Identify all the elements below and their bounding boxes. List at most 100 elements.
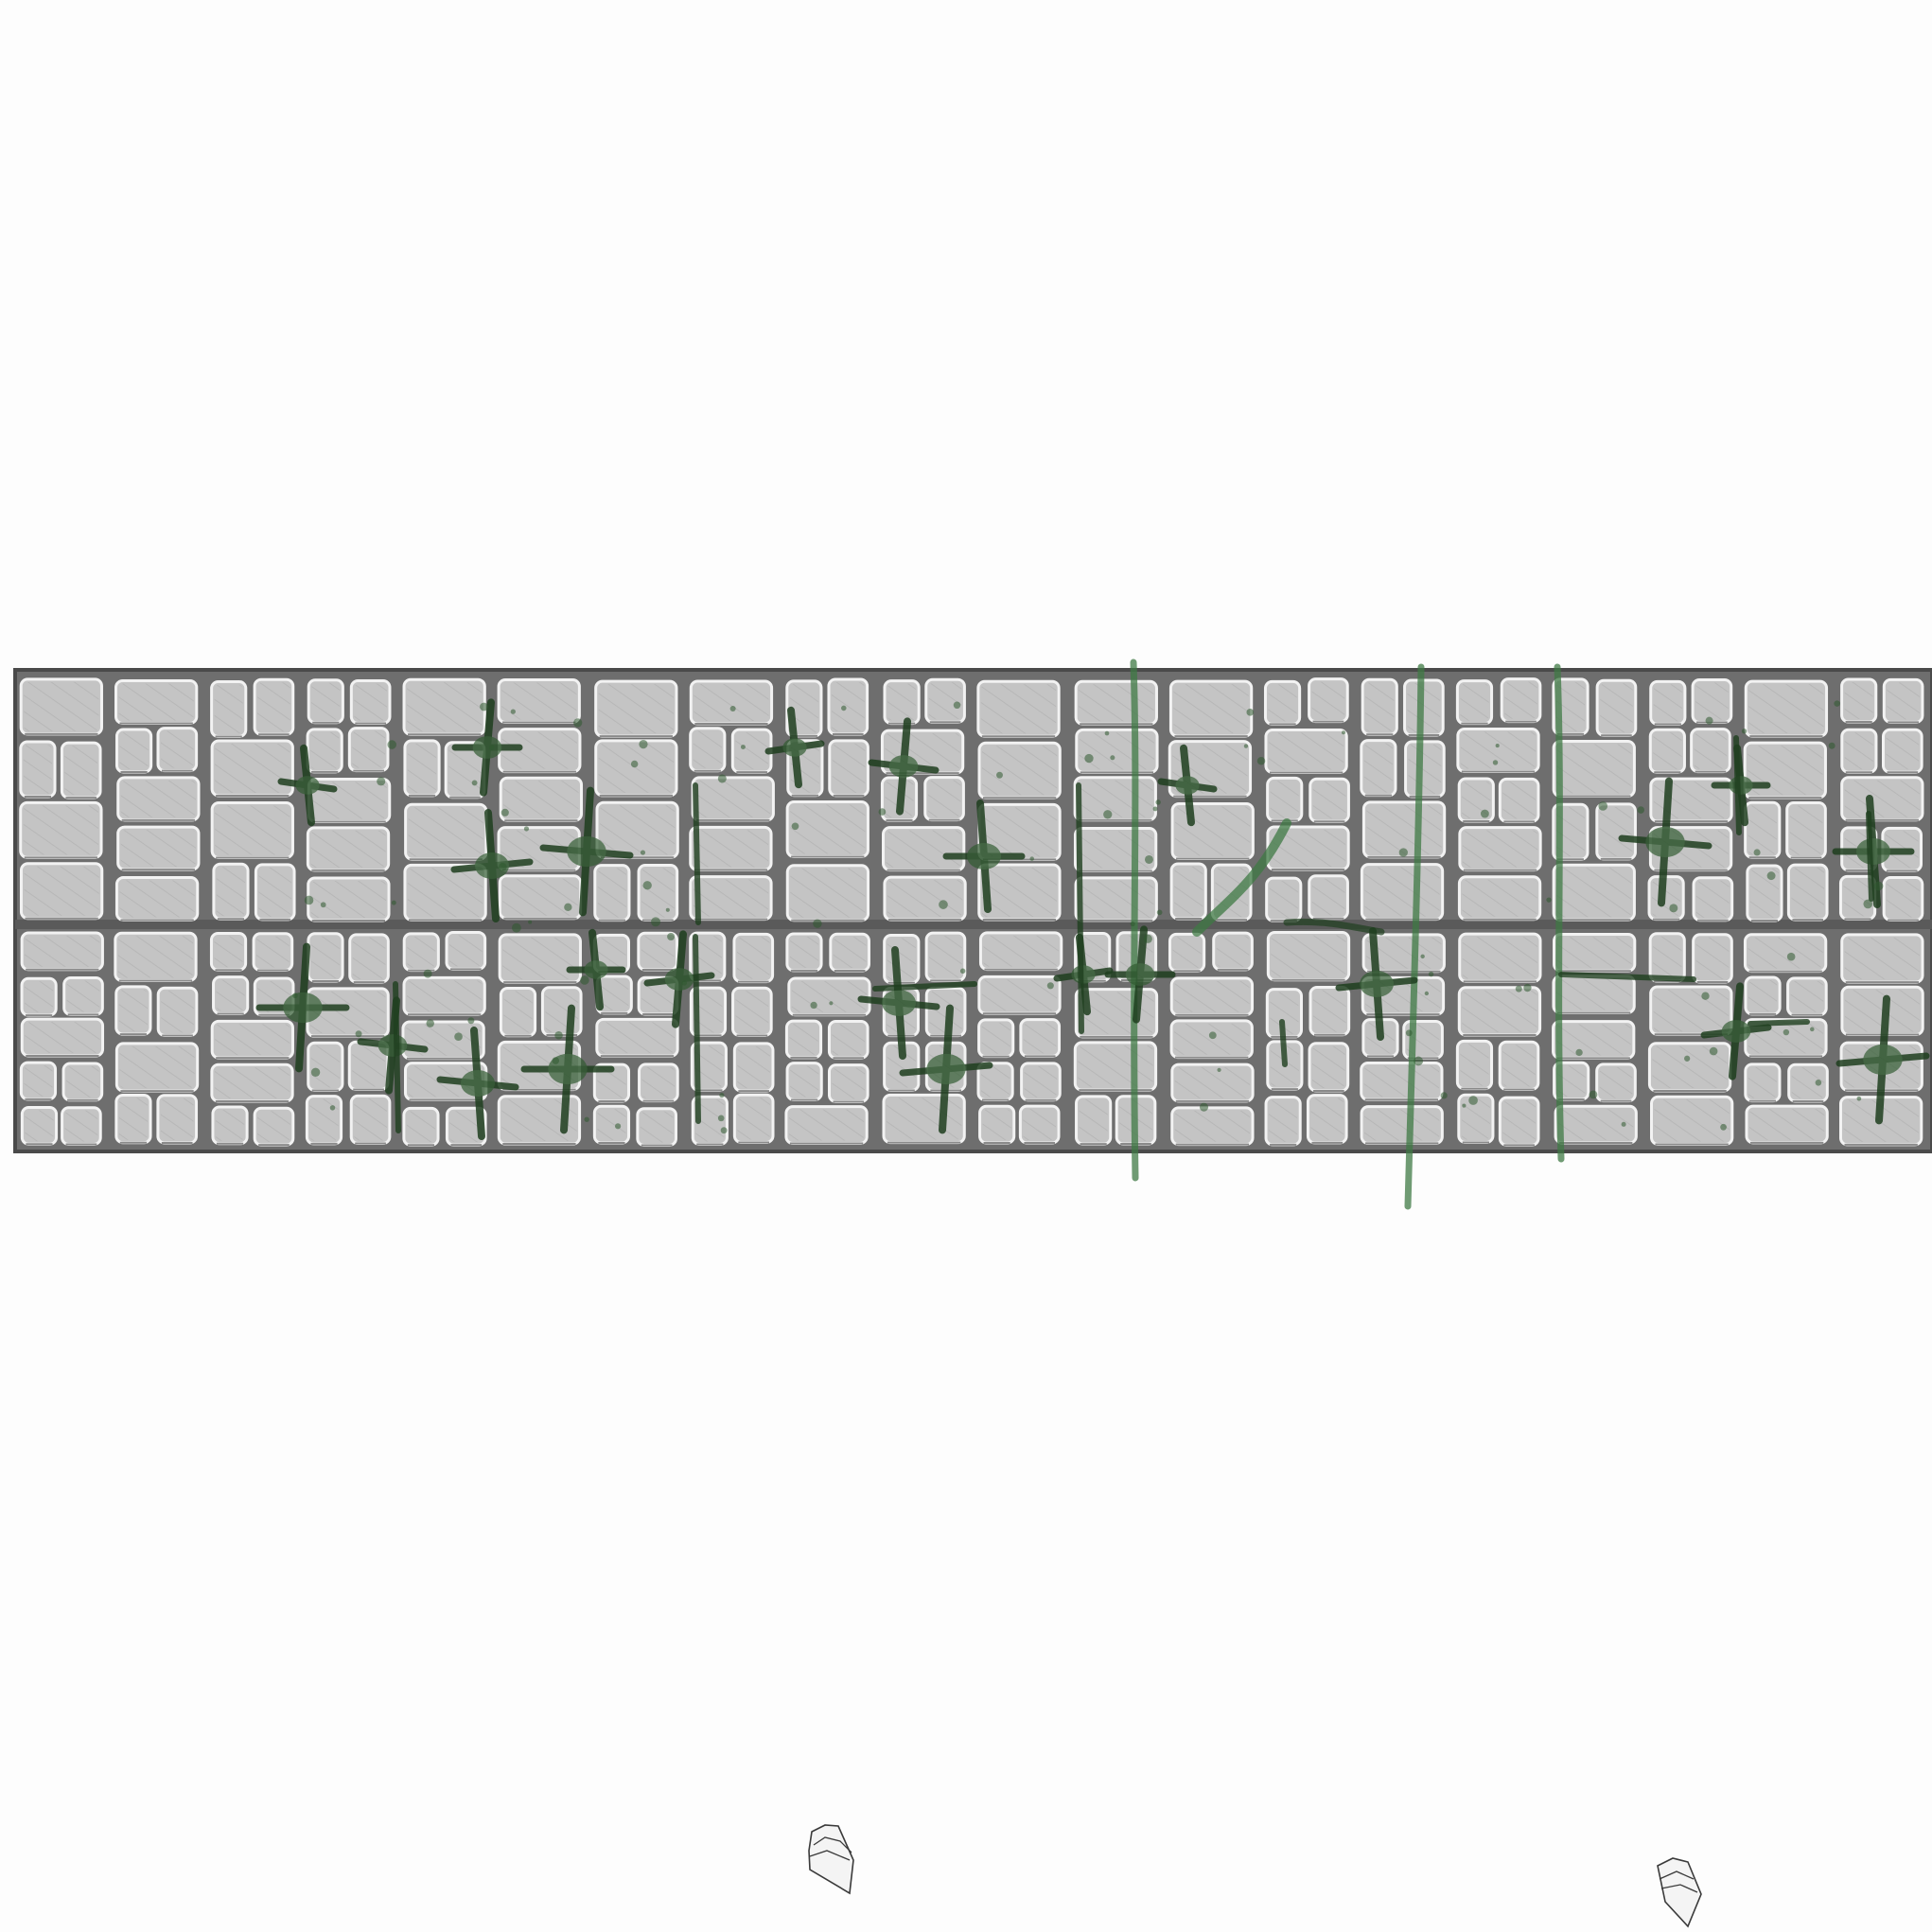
moss-seam xyxy=(1733,735,1742,835)
brick-texture xyxy=(790,804,866,854)
brick-texture xyxy=(214,1067,290,1099)
brick-texture xyxy=(832,1067,866,1099)
brick-texture xyxy=(311,682,341,720)
moss-speck xyxy=(426,1019,434,1027)
brick-texture xyxy=(310,731,340,769)
rock-facet-line xyxy=(1659,1871,1695,1880)
brick-texture xyxy=(1270,830,1346,868)
brick-texture xyxy=(1748,937,1823,969)
brick-texture xyxy=(1599,1066,1633,1098)
moss-run xyxy=(1558,972,1696,982)
brick-texture xyxy=(310,991,386,1034)
moss-speck xyxy=(791,822,799,831)
brick-texture xyxy=(258,867,292,917)
moss-patch xyxy=(857,946,940,1060)
moss-speck xyxy=(1110,755,1115,761)
brick-texture xyxy=(1555,807,1585,857)
brick-texture xyxy=(118,1098,149,1140)
brick-texture xyxy=(1789,805,1823,855)
brick-texture xyxy=(1790,980,1824,1012)
moss-speck xyxy=(642,881,652,890)
brick-texture xyxy=(1174,1023,1250,1055)
moss-speck xyxy=(554,1030,563,1040)
moss-speck xyxy=(810,1001,817,1010)
moss-speck xyxy=(667,932,676,941)
moss-patch xyxy=(566,928,626,1011)
brick-texture xyxy=(501,830,577,868)
brick-texture xyxy=(886,1098,962,1140)
brick-texture xyxy=(160,730,194,768)
brick-texture xyxy=(1174,980,1250,1012)
brick-texture xyxy=(1791,1067,1825,1099)
brick-texture xyxy=(216,867,246,917)
brick-texture xyxy=(1556,937,1632,969)
moss-speck xyxy=(1155,799,1161,805)
brick-texture xyxy=(832,743,866,793)
moss-speck xyxy=(630,760,639,768)
brick-texture xyxy=(215,805,290,855)
rock-facet-line xyxy=(1660,1884,1698,1893)
moss-speck xyxy=(1029,856,1034,861)
brick-texture xyxy=(407,936,436,968)
moss-clump xyxy=(1863,1044,1903,1076)
brick-texture xyxy=(790,1065,819,1098)
brick-texture xyxy=(24,866,99,916)
brick-texture xyxy=(1556,744,1632,794)
moss-patch xyxy=(277,744,338,827)
moss-speck xyxy=(423,969,432,978)
brick-texture xyxy=(1748,1109,1825,1140)
brick-texture xyxy=(25,1022,100,1053)
moss-speck xyxy=(953,701,961,710)
moss-run xyxy=(872,981,977,992)
brick-texture xyxy=(929,936,962,978)
moss-speck xyxy=(717,1115,725,1122)
moss-speck xyxy=(729,705,736,712)
wall-frame xyxy=(13,668,1932,1153)
moss-speck xyxy=(1440,1092,1448,1099)
moss-speck xyxy=(939,900,948,909)
brick-texture xyxy=(694,991,723,1033)
brick-texture xyxy=(1653,684,1682,722)
moss-speck xyxy=(1828,742,1835,749)
moss-clump xyxy=(475,852,509,879)
brick-texture xyxy=(1653,732,1682,770)
moss-speck xyxy=(1405,1029,1413,1037)
moss-patch xyxy=(1618,777,1712,907)
brick-texture xyxy=(981,1065,1010,1098)
brick-texture xyxy=(735,991,769,1033)
brick-texture xyxy=(790,868,866,918)
brick-texture xyxy=(161,991,194,1033)
moss-speck xyxy=(1684,1055,1691,1062)
moss-speck xyxy=(1621,1121,1626,1127)
moss-speck xyxy=(639,739,648,749)
brick-texture xyxy=(597,938,626,970)
brick-texture xyxy=(980,684,1057,734)
brick-texture xyxy=(1791,868,1825,918)
brick-texture xyxy=(981,807,1058,857)
moss-speck xyxy=(510,709,516,714)
brick-texture xyxy=(1172,937,1202,969)
brick-texture xyxy=(215,743,290,793)
brick-texture xyxy=(1461,1098,1490,1140)
brick-texture xyxy=(1271,935,1346,977)
brick-texture xyxy=(736,937,770,979)
brick-texture xyxy=(1555,978,1632,1010)
brick-texture xyxy=(1695,937,1730,980)
rock-facet-line xyxy=(813,1836,852,1853)
brick-texture xyxy=(214,684,243,734)
brick-texture xyxy=(693,936,722,978)
brick-texture xyxy=(214,936,243,968)
brick-texture xyxy=(1268,732,1344,770)
moss-speck xyxy=(355,1030,362,1038)
moss-patch xyxy=(1104,925,1176,1024)
moss-speck xyxy=(523,826,530,832)
moss-speck xyxy=(1424,991,1430,996)
brick-texture xyxy=(1312,1045,1345,1089)
brick-texture xyxy=(981,746,1058,796)
ground-debris xyxy=(808,1824,1702,1928)
brick-texture xyxy=(1270,992,1299,1034)
moss-speck xyxy=(573,718,583,728)
hanging-vine xyxy=(1130,659,1139,1182)
moss-speck xyxy=(717,774,727,783)
